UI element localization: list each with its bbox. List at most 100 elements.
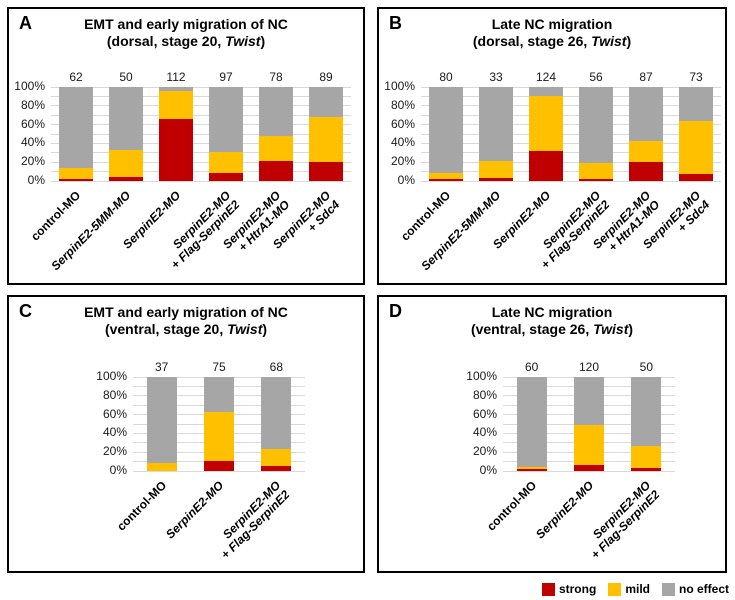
y-axis-tick-label: 0% (479, 463, 497, 477)
n-value-label: 56 (589, 70, 603, 84)
bar-segment-mild (679, 120, 713, 175)
y-axis-tick-label: 100% (14, 79, 45, 93)
chart-title-block: EMT and early migration of NC (ventral, … (9, 304, 363, 338)
bar-segment-strong (259, 161, 293, 181)
gridline (51, 142, 351, 144)
gridline (51, 180, 351, 182)
bar-segment-strong (159, 118, 193, 181)
n-value-label: 78 (269, 70, 283, 84)
stacked-bar-chart: 0% 20% 40% 60% 80% 100% 37 control-MO 75 SerpinE2… (9, 297, 363, 571)
n-value-label: 80 (439, 70, 453, 84)
chart-subtitle-italic: Twist (225, 33, 261, 49)
bar-segment-strong (261, 466, 292, 471)
y-axis-tick-label: 80% (20, 97, 45, 112)
n-value-label: 50 (639, 360, 653, 374)
legend-swatch-mild-icon (608, 582, 622, 596)
y-axis-tick-label: 60% (20, 116, 45, 131)
n-value-label: 33 (489, 70, 503, 84)
bar-segment-mild (631, 445, 662, 469)
gridline (133, 470, 305, 472)
bar-segment-strong (679, 174, 713, 181)
chart-subtitle-prefix: (ventral, stage 20, (104, 321, 228, 337)
bar-segment-strong (631, 468, 662, 471)
gridline (51, 161, 351, 163)
chart-subtitle: (ventral, stage 26, Twist) (379, 321, 725, 338)
bar-segment-mild (146, 463, 177, 471)
bar-segment-strong (529, 150, 563, 181)
gridline (51, 124, 351, 126)
n-value-label: 87 (639, 70, 653, 84)
n-value-label: 97 (219, 70, 233, 84)
bar-segment-strong (209, 172, 243, 181)
legend-label-mild: mild (625, 582, 650, 596)
bar-segment-no-effect (529, 87, 563, 97)
n-value-label: 60 (524, 360, 539, 374)
chart-title: EMT and early migration of NC (84, 16, 288, 32)
gridline (421, 114, 721, 116)
y-axis-tick-label: 20% (390, 154, 415, 169)
y-axis-tick-label: 80% (390, 97, 415, 112)
y-axis-tick-label: 60% (472, 406, 497, 421)
chart-title-block: Late NC migration (dorsal, stage 26, Twi… (379, 16, 725, 50)
bar-segment-mild (159, 90, 193, 119)
n-value-label: 112 (166, 70, 186, 84)
stacked-bar-chart: 0% 20% 40% 60% 80% 100% 80 control-MO 33 SerpinE2… (379, 9, 725, 283)
chart-subtitle-prefix: (dorsal, stage 26, (472, 33, 592, 49)
chart-title: Late NC migration (491, 16, 613, 32)
y-axis-tick-label: 60% (102, 406, 127, 421)
gridline (51, 171, 351, 173)
x-axis-category-line: control-MO (483, 478, 539, 534)
gridline (421, 152, 721, 154)
bar-segment-no-effect (574, 377, 604, 425)
panel-letter: A (19, 13, 32, 33)
y-axis-tick-label: 0% (397, 173, 415, 187)
gridline (421, 171, 721, 173)
n-value-label: 50 (119, 70, 133, 84)
gridline (421, 180, 721, 182)
y-axis-tick-label: 20% (472, 444, 497, 459)
gridline (421, 86, 721, 88)
legend-swatch-strong-icon (541, 582, 555, 596)
y-axis-tick-label: 40% (390, 135, 415, 150)
bar-segment-no-effect (579, 87, 613, 164)
gridline (421, 161, 721, 163)
panel-a: A EMT and early migration of NC (dorsal,… (7, 7, 365, 285)
chart-subtitle-prefix: (ventral, stage 26, (470, 321, 594, 337)
bar-segment-no-effect (209, 87, 243, 152)
panel-c: C EMT and early migration of NC (ventral… (7, 295, 365, 573)
bar-segment-mild (309, 117, 343, 163)
bar-segment-no-effect (631, 377, 662, 446)
bar-segment-strong (204, 460, 234, 471)
bar-segment-mild (516, 467, 547, 470)
legend-swatch-no-effect-icon (661, 582, 675, 596)
y-axis-tick-label: 60% (390, 116, 415, 131)
chart-subtitle-suffix: ) (260, 33, 266, 49)
bar-segment-mild (429, 172, 463, 180)
gridline (51, 152, 351, 154)
bar-segment-strong (574, 465, 604, 471)
bar-segment-no-effect (59, 87, 93, 168)
n-value-label: 68 (269, 360, 283, 374)
bar-segment-mild (479, 161, 513, 179)
bar-segment-mild (259, 135, 293, 162)
chart-title: EMT and early migration of NC (84, 304, 288, 320)
y-axis-tick-label: 20% (102, 444, 127, 459)
y-axis-tick-label: 80% (472, 387, 497, 402)
bar-segment-strong (309, 162, 343, 181)
legend: strong mild no effect (541, 582, 729, 596)
gridline (503, 470, 675, 472)
bar-segment-mild (209, 151, 243, 173)
bar-segment-no-effect (109, 87, 143, 150)
gridline (421, 142, 721, 144)
chart-title: Late NC migration (491, 304, 613, 320)
bar-segment-strong (516, 469, 547, 471)
bar-segment-strong (109, 177, 143, 181)
bar-segment-no-effect (204, 377, 234, 412)
n-value-label: 89 (319, 70, 333, 84)
y-axis-tick-label: 0% (109, 463, 127, 477)
bar-segment-strong (579, 179, 613, 181)
gridline (421, 105, 721, 107)
chart-title-block: Late NC migration (ventral, stage 26, Tw… (379, 304, 725, 338)
bar-segment-no-effect (261, 377, 292, 450)
n-value-label: 75 (212, 360, 226, 374)
